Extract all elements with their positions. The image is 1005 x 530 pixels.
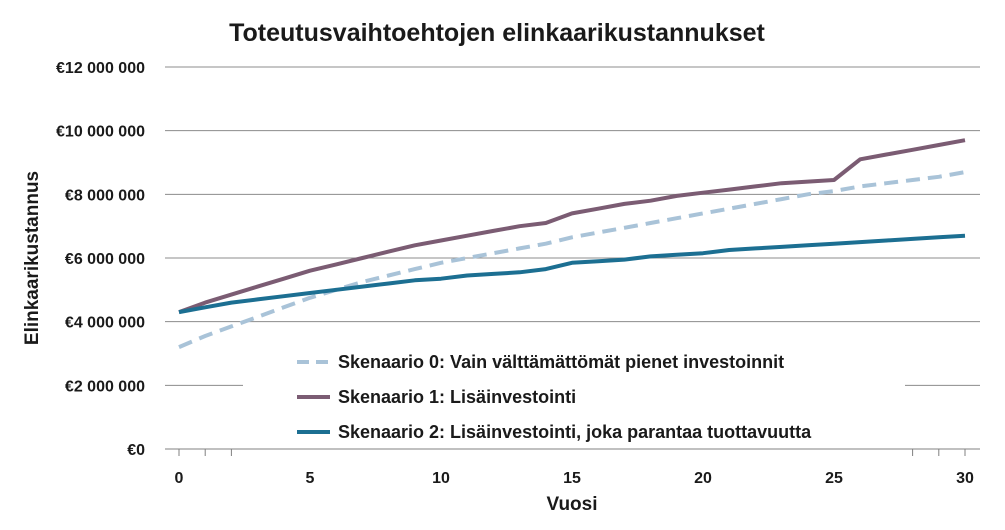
y-tick-label: €10 000 000 [56, 124, 145, 141]
series-line-0 [178, 170, 966, 349]
legend-label-2: Skenaario 2: Lisäinvestointi, joka paran… [338, 422, 812, 442]
legend-label-0: Skenaario 0: Vain välttämättömät pienet … [338, 352, 784, 372]
legend-label-1: Skenaario 1: Lisäinvestointi [338, 387, 576, 407]
x-tick-label: 10 [432, 470, 450, 487]
y-tick-label: €12 000 000 [56, 60, 145, 77]
x-tick-label: 0 [175, 470, 184, 487]
chart-title: Toteutusvaihtoehtojen elinkaarikustannuk… [229, 19, 765, 47]
y-tick-label: €6 000 000 [65, 251, 145, 268]
legend-background [243, 342, 905, 457]
y-tick-label: €8 000 000 [65, 187, 145, 204]
y-axis-ticks: €0 €2 000 000 €4 000 000 €6 000 000 €8 000 0… [56, 60, 145, 459]
gridlines [165, 66, 980, 386]
y-tick-label: €2 000 000 [65, 378, 145, 395]
series-line-2 [178, 233, 966, 315]
y-axis-label: Elinkaarikustannus [22, 171, 43, 345]
x-tick-label: 25 [825, 470, 843, 487]
x-tick-label: 15 [563, 470, 581, 487]
x-tick-label: 30 [956, 470, 974, 487]
x-tick-label: 5 [306, 470, 315, 487]
legend: Skenaario 0: Vain välttämättömät pienet … [243, 342, 905, 457]
y-tick-label: €0 [127, 442, 145, 459]
y-tick-label: €4 000 000 [65, 315, 145, 332]
x-axis-label: Vuosi [546, 494, 597, 515]
series-lines [178, 138, 966, 349]
series-line-1 [178, 138, 966, 314]
x-tick-label: 20 [694, 470, 712, 487]
